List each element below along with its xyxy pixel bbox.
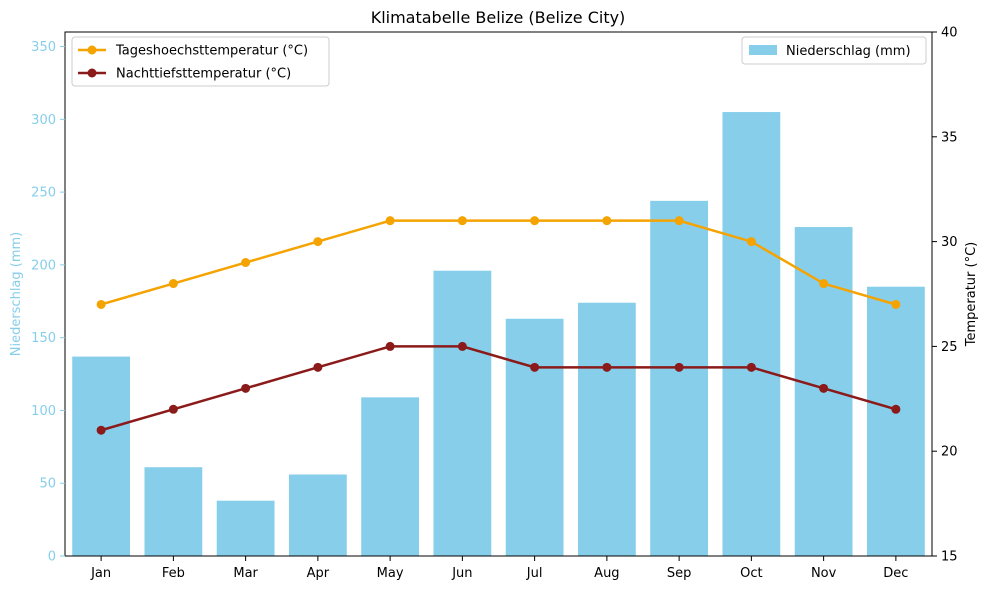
point-series-2-nov (819, 383, 829, 393)
legend-bar-label: Niederschlag (mm) (786, 44, 911, 59)
lines-layer (96, 216, 901, 435)
bar-apr (288, 474, 347, 556)
right-axis: 15 20 25 30 35 40 (932, 26, 958, 565)
point-series-2-mar (241, 383, 251, 393)
point-series-1-oct (746, 237, 756, 247)
point-series-1-jun (457, 216, 467, 226)
line-series-2 (100, 345, 897, 432)
legend-lines-box (71, 36, 330, 87)
legend-lines: Tageshoechsttemperatur (°C) Nachttiefstte… (71, 36, 330, 87)
right-tick-label: 15 (941, 550, 958, 565)
x-tick-label: Nov (811, 566, 837, 581)
x-tick-label: Dec (883, 566, 908, 581)
bar-mar (216, 500, 275, 556)
legend-line-label: Tageshoechsttemperatur (°C) (115, 44, 308, 59)
x-tick-label: Sep (667, 566, 692, 581)
point-series-2-sep (674, 362, 684, 372)
bar-jan (72, 356, 131, 556)
legend-bars: Niederschlag (mm) (741, 36, 927, 65)
bar-dec (866, 286, 925, 556)
x-tick-label: Oct (740, 566, 762, 581)
right-tick-label: 40 (941, 26, 958, 41)
x-tick-label: May (377, 566, 404, 581)
bars-layer (72, 112, 925, 557)
point-series-1-aug (602, 216, 612, 226)
left-tick-label: 50 (39, 477, 56, 492)
point-series-2-aug (602, 362, 612, 372)
line-series-1 (100, 219, 897, 306)
left-tick-label: 350 (31, 40, 56, 55)
point-series-1-jan (96, 299, 106, 309)
x-tick-label: Aug (594, 566, 619, 581)
left-tick-label: 200 (31, 258, 56, 273)
x-tick-label: Jul (526, 566, 543, 581)
legend-line-marker (87, 68, 97, 78)
legend-bars-box (741, 36, 927, 65)
bar-jul (505, 318, 564, 556)
point-series-2-feb (168, 404, 178, 414)
point-series-1-sep (674, 216, 684, 226)
point-series-2-dec (891, 404, 901, 414)
point-series-1-may (385, 216, 395, 226)
point-series-1-nov (819, 279, 829, 289)
point-series-2-apr (313, 362, 323, 372)
point-series-2-jan (96, 425, 106, 435)
right-tick-label: 30 (941, 235, 958, 250)
point-series-1-jul (530, 216, 540, 226)
legend-line-label: Nachttiefsttemperatur (°C) (116, 67, 291, 82)
point-series-2-oct (746, 362, 756, 372)
bar-sep (650, 200, 709, 556)
point-series-2-jul (530, 362, 540, 372)
legend-bar-swatch (749, 45, 777, 55)
x-tick-label: Apr (307, 566, 330, 581)
x-tick-label: Jun (451, 566, 472, 581)
bar-oct (722, 112, 781, 557)
x-tick-label: Mar (233, 566, 258, 581)
x-axis: Jan Feb Mar Apr May Jun Jul Aug Sep Oct Nov Dec (90, 556, 908, 581)
right-tick-label: 35 (941, 130, 958, 145)
left-tick-label: 0 (48, 550, 56, 565)
legend-line-marker (87, 45, 97, 55)
left-axis: 0 50 100 150 200 250 300 350 (31, 40, 65, 565)
right-tick-label: 20 (941, 445, 958, 460)
bar-feb (144, 467, 203, 556)
bar-jun (433, 270, 492, 556)
bar-aug (577, 302, 636, 556)
point-series-1-apr (313, 237, 323, 247)
right-tick-label: 25 (941, 340, 958, 355)
point-series-2-may (385, 341, 395, 351)
point-series-1-feb (168, 279, 178, 289)
point-series-1-dec (891, 299, 901, 309)
x-tick-label: Jan (90, 566, 111, 581)
left-tick-label: 250 (31, 186, 56, 201)
point-series-2-jun (457, 341, 467, 351)
chart-title: Klimatabelle Belize (Belize City) (371, 8, 626, 27)
left-tick-label: 300 (31, 113, 56, 128)
right-axis-label: Temperatur (°C) (964, 242, 979, 348)
plot-frame (64, 31, 933, 557)
left-tick-label: 150 (31, 331, 56, 346)
x-tick-label: Feb (162, 566, 185, 581)
left-axis-label: Niederschlag (mm) (9, 232, 24, 357)
left-tick-label: 100 (31, 404, 56, 419)
point-series-1-mar (241, 258, 251, 268)
bar-may (361, 397, 420, 556)
